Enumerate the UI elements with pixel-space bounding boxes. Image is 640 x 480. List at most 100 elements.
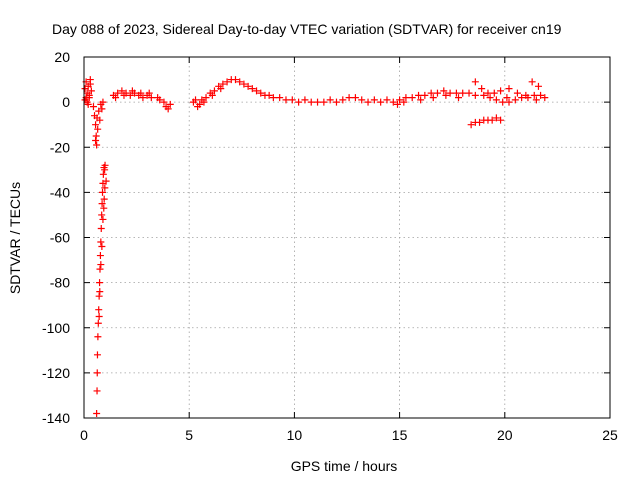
- data-point: [92, 136, 100, 144]
- data-point: [505, 85, 513, 93]
- data-point: [126, 91, 134, 99]
- data-point: [427, 89, 435, 97]
- data-point: [402, 94, 410, 102]
- data-point: [92, 132, 100, 140]
- data-point: [314, 98, 322, 106]
- y-tick-label: -80: [50, 275, 70, 291]
- data-point: [95, 312, 103, 320]
- data-point: [503, 94, 511, 102]
- data-point: [94, 333, 102, 341]
- data-point: [537, 91, 545, 99]
- data-point: [98, 243, 106, 251]
- data-point: [488, 116, 496, 124]
- data-point: [89, 103, 97, 111]
- data-point: [98, 105, 106, 113]
- data-point: [429, 94, 437, 102]
- data-point: [288, 96, 296, 104]
- data-point: [276, 94, 284, 102]
- series-descending-tail: [89, 98, 107, 149]
- data-point: [99, 188, 107, 196]
- data-point: [497, 116, 505, 124]
- y-tick-label: -60: [50, 230, 70, 246]
- data-point: [440, 87, 448, 95]
- data-point: [480, 91, 488, 99]
- data-point: [377, 98, 385, 106]
- axis-ticks: [83, 56, 611, 419]
- data-point: [400, 98, 408, 106]
- data-point: [98, 211, 106, 219]
- data-point: [96, 252, 104, 260]
- data-point: [96, 288, 104, 296]
- data-point: [332, 98, 340, 106]
- plot-frame: [83, 56, 611, 419]
- data-point: [408, 94, 416, 102]
- data-point: [393, 100, 401, 108]
- grid: [84, 57, 610, 418]
- data-point: [244, 82, 252, 90]
- data-point: [326, 96, 334, 104]
- data-point: [351, 94, 359, 102]
- data-point: [120, 91, 128, 99]
- x-axis-title: GPS time / hours: [291, 458, 398, 474]
- data-point: [98, 200, 106, 208]
- series-deep-dip: [93, 161, 110, 417]
- data-point: [455, 94, 463, 102]
- data-point: [162, 103, 170, 111]
- data-point: [100, 204, 108, 212]
- data-point: [236, 78, 244, 86]
- data-point: [92, 121, 100, 129]
- data-point: [534, 82, 542, 90]
- data-point: [231, 76, 239, 84]
- series-midday-band: [295, 87, 549, 108]
- data-point: [96, 265, 104, 273]
- data-point: [320, 98, 328, 106]
- y-tick-label: -40: [50, 184, 70, 200]
- data-point: [471, 91, 479, 99]
- series-late-upper: [471, 78, 542, 97]
- data-point: [99, 98, 107, 106]
- data-point: [93, 351, 101, 359]
- data-point: [358, 96, 366, 104]
- y-tick-label: -20: [50, 139, 70, 155]
- data-point: [248, 85, 256, 93]
- data-point: [210, 87, 218, 95]
- data-point: [93, 141, 101, 149]
- data-point: [492, 96, 500, 104]
- y-axis-title: SDTVAR / TECUs: [7, 182, 23, 294]
- data-point: [467, 121, 475, 129]
- data-point: [541, 94, 549, 102]
- y-tick-label: -120: [42, 365, 70, 381]
- data-point: [95, 306, 103, 314]
- data-point: [196, 100, 204, 108]
- data-point: [145, 89, 153, 97]
- series-afternoon-rise: [189, 76, 296, 111]
- y-tick-label: -100: [42, 320, 70, 336]
- data-point: [484, 89, 492, 97]
- data-point: [95, 292, 103, 300]
- data-point: [147, 94, 155, 102]
- data-points: [81, 76, 549, 417]
- data-point: [96, 279, 104, 287]
- data-point: [339, 96, 347, 104]
- data-point: [101, 161, 109, 169]
- data-point: [476, 118, 484, 126]
- data-point: [94, 319, 102, 327]
- data-point: [415, 91, 423, 99]
- data-point: [433, 89, 441, 97]
- data-point: [282, 96, 290, 104]
- data-point: [86, 80, 94, 88]
- data-point: [93, 114, 101, 122]
- data-point: [345, 94, 353, 102]
- data-point: [200, 98, 208, 106]
- data-point: [389, 98, 397, 106]
- data-point: [208, 91, 216, 99]
- data-point: [223, 78, 231, 86]
- data-point: [490, 89, 498, 97]
- series-early-band: [109, 87, 174, 113]
- x-tick-label: 15: [392, 427, 408, 443]
- data-point: [97, 238, 105, 246]
- data-point: [93, 409, 101, 417]
- data-point: [99, 215, 107, 223]
- x-tick-label: 5: [185, 427, 193, 443]
